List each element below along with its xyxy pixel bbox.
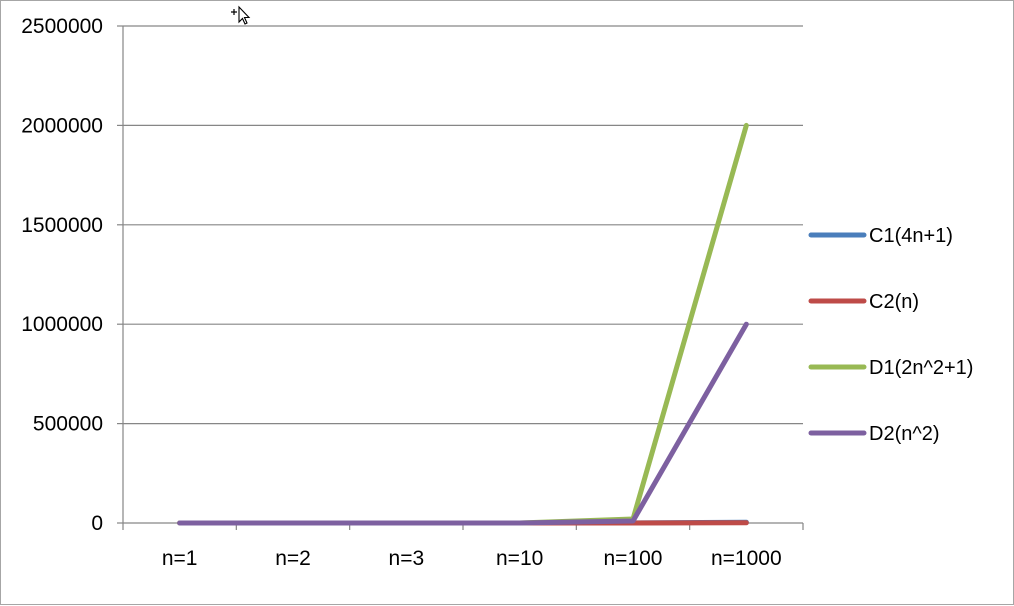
x-tick-label: n=3 [389,547,425,570]
x-tick-labels: n=1 n=2 n=3 n=10 n=100 n=1000 [162,547,782,570]
x-tick-label: n=2 [275,547,311,570]
legend-label: C1(4n+1) [869,225,953,247]
y-tick-label: 500000 [33,413,103,436]
y-tick-label: 0 [91,512,103,535]
legend-label: D1(2n^2+1) [869,357,973,379]
y-tick-label: 1500000 [21,214,103,237]
mouse-cursor-icon [229,3,253,27]
legend-label: D2(n^2) [869,423,940,445]
gridlines [123,26,803,424]
legend: C1(4n+1) C2(n) D1(2n^2+1) D2(n^2) [811,225,973,445]
x-tick-label: n=100 [604,547,663,570]
x-tick-label: n=1 [162,547,198,570]
y-tick-label: 2000000 [21,114,103,137]
y-tick-labels: 0 500000 1000000 1500000 2000000 2500000 [21,15,103,535]
legend-label: C2(n) [869,291,919,313]
x-tick-label: n=10 [496,547,543,570]
y-tick-label: 2500000 [21,15,103,38]
x-tick-label: n=1000 [711,547,782,570]
y-tick-label: 1000000 [21,313,103,336]
